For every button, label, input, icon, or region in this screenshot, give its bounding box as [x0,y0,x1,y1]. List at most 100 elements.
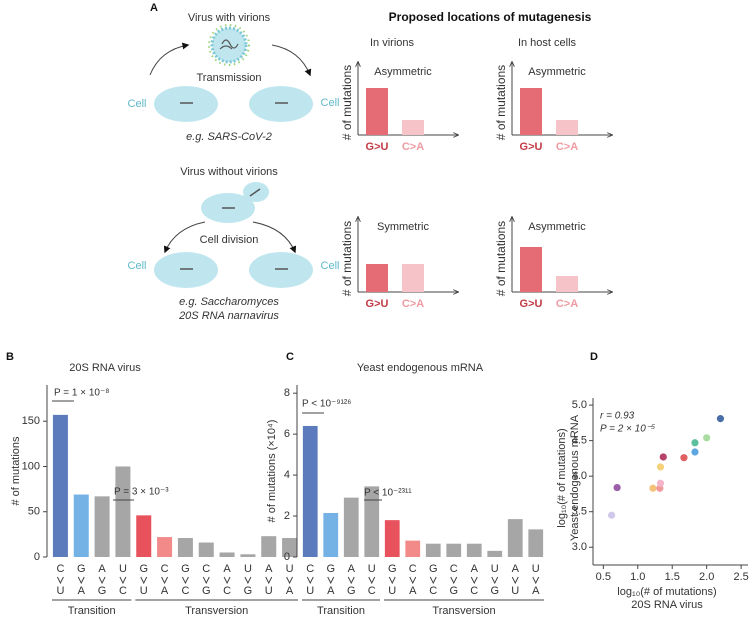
mini-category: G>U [366,141,389,153]
cell-label: Cell [321,260,340,272]
y-axis-label: Yeast endogenous mRNA [569,414,581,541]
mini-category: C>A [402,298,424,310]
point [613,483,621,492]
cell [249,86,313,122]
bar [302,425,318,557]
substitution-chevron [161,576,169,585]
y-tick-label: 5.0 [572,399,587,411]
x-tick-label: C [181,585,189,597]
chart-title: 20S RNA virus [69,362,141,374]
x-tick-label: U [265,585,273,597]
x-tick-label: U [388,585,396,597]
panel-letter: B [6,351,14,363]
bar [425,543,441,557]
diagram-title: Virus with virions [188,12,271,24]
point [703,434,711,442]
x-tick-label: G [388,563,397,575]
x-tick-label: G [490,585,499,597]
mini-bar [520,88,542,135]
x-tick-label: A [327,585,335,597]
process-label: Transmission [197,72,262,84]
bar [466,543,482,557]
point [716,415,725,423]
point [691,439,699,447]
x-tick-label: A [98,563,106,575]
substitution-chevron [244,576,252,585]
mini-bar [366,88,388,135]
y-tick-label: 50 [28,506,40,518]
process-label: Cell division [200,234,259,246]
x-tick-label: A [409,585,417,597]
column-title: In host cells [518,37,577,49]
y-tick-label: 8 [284,387,290,399]
cell-label: Cell [321,97,340,109]
y-tick-label: 0 [284,551,290,563]
mini-label: Asymmetric [528,221,586,233]
x-axis-label: log₁₀(# of mutations) [617,586,716,598]
x-tick-label: U [119,563,127,575]
substitution-chevron [532,576,540,585]
y-axis-label: # of mutations (×10⁴) [266,420,278,523]
mini-bar [366,264,388,292]
x-tick-label: U [56,585,64,597]
bar [240,554,256,557]
substitution-chevron [286,576,294,585]
x-tick-label: A [223,563,231,575]
group-label: Transversion [185,605,248,617]
mini-label: Asymmetric [528,66,586,78]
mini-category: C>A [556,141,578,153]
mini-ylabel: # of mutations [494,221,508,296]
x-tick-label: U [532,563,540,575]
group-label: Transversion [432,605,495,617]
x-tick-label: A [348,563,356,575]
x-tick-label: G [98,585,107,597]
x-tick-label: 2.0 [699,571,714,583]
mini-bar [556,276,578,292]
substitution-chevron [202,576,210,585]
point [656,463,665,471]
cell-label: Cell [128,98,147,110]
bar [528,529,544,557]
example: e.g. SARS-CoV-2 [186,131,272,143]
x-tick-label: C [223,585,231,597]
mini-category: G>U [366,298,389,310]
mini-label: Asymmetric [374,66,432,78]
substitution-chevron [388,576,396,585]
y-tick-label: 4.5 [572,435,587,447]
x-tick-label: 1.5 [665,571,680,583]
arrow [271,44,312,77]
annotation: P = 3 × 10⁻³ [114,487,169,498]
substitution-chevron [265,576,273,585]
substitution-chevron [368,576,376,585]
y-axis-label: log₁₀(# of mutations) [556,428,568,527]
x-tick-label: U [306,585,314,597]
mini-bar [520,247,542,292]
substitution-chevron [450,576,458,585]
substitution-chevron [327,576,335,585]
mini-ylabel: # of mutations [494,65,508,140]
substitution-chevron [98,576,106,585]
group-label: Transition [68,605,116,617]
x-tick-label: G [77,563,86,575]
chart-title: Yeast endogenous mRNA [357,362,484,374]
point [659,453,667,461]
panel-letter: C [286,351,294,363]
bar [405,540,421,557]
x-tick-label: C [119,585,127,597]
bar [446,543,462,557]
bar [487,550,503,557]
x-tick-label: 1.0 [630,571,645,583]
mini-label: Symmetric [377,221,429,233]
bar [384,520,400,557]
y-tick-label: 4 [284,469,290,481]
panel-letter: D [590,351,598,363]
bar [52,414,68,557]
bar [261,536,277,557]
y-tick-label: 0 [34,551,40,563]
bar [198,542,214,557]
y-axis-label: # of mutations [10,436,22,506]
x-tick-label: C [56,563,64,575]
bar [94,496,110,557]
bar [73,494,89,557]
